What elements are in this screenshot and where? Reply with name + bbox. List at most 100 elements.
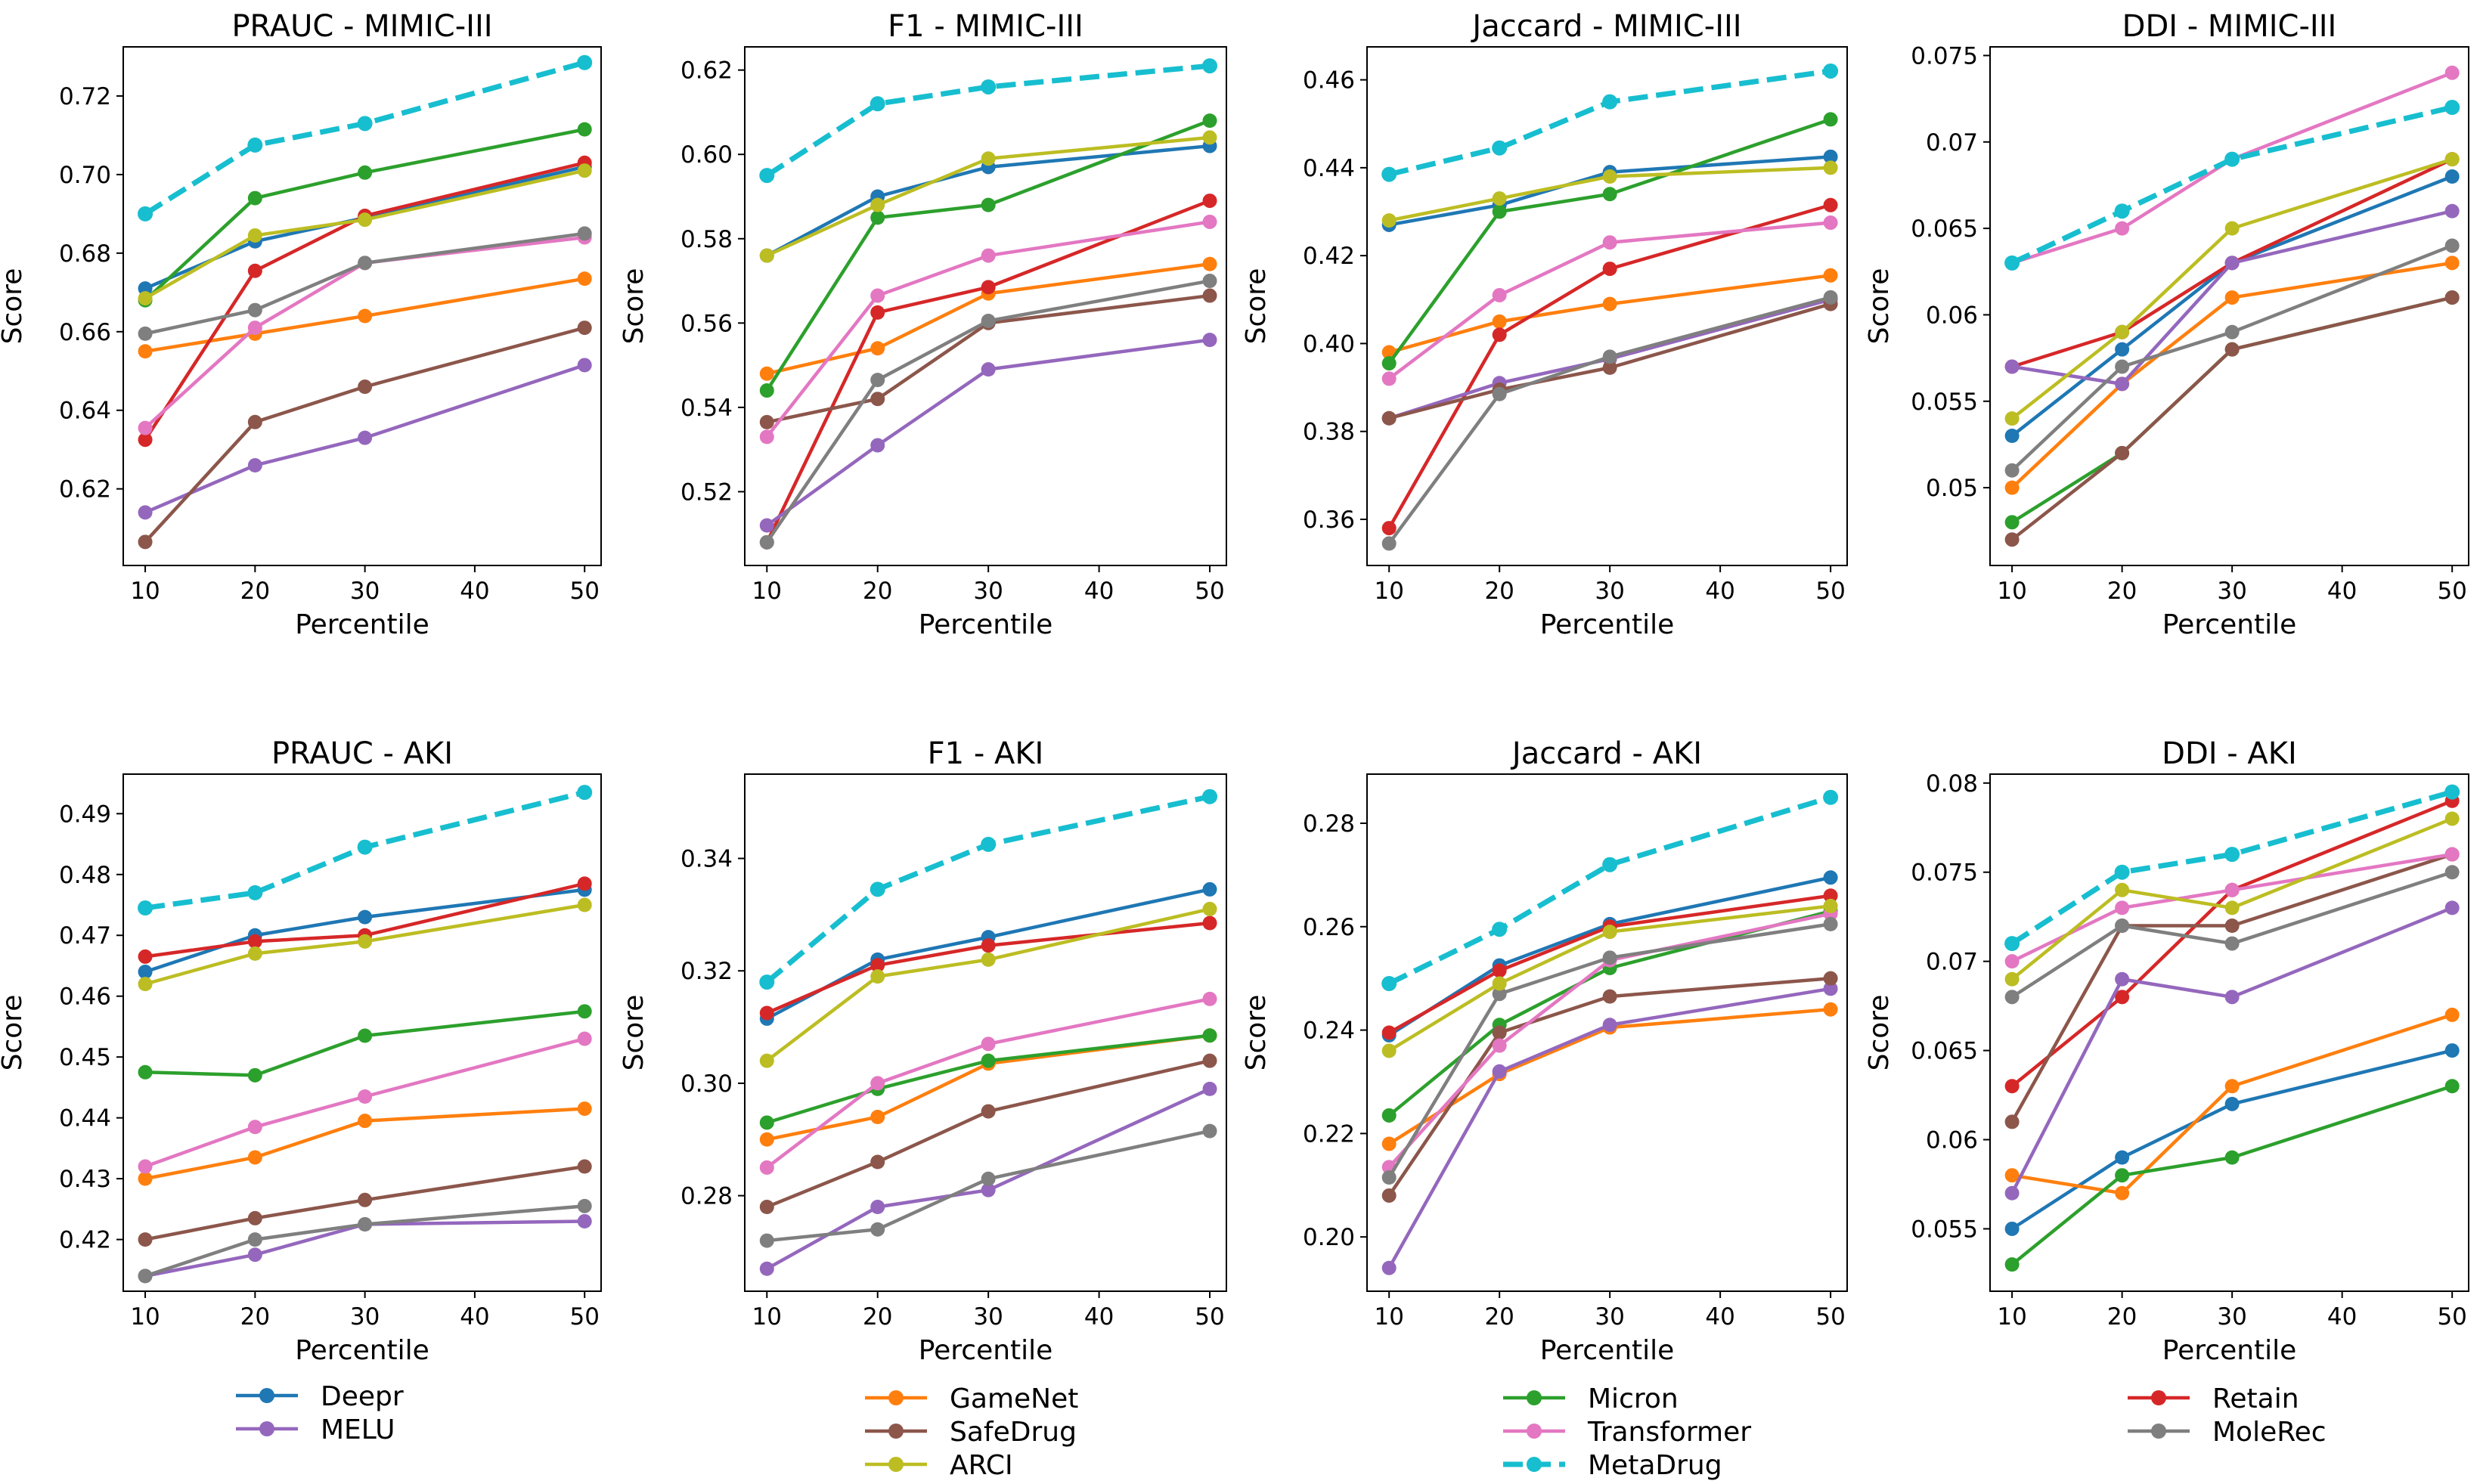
y-tick-label: 0.065 bbox=[1911, 215, 1978, 243]
x-axis-label: Percentile bbox=[2162, 609, 2297, 640]
data-point-transformer bbox=[1492, 1038, 1507, 1053]
series-metadrug bbox=[138, 785, 593, 916]
data-point-molerec bbox=[1823, 916, 1838, 931]
data-point-safedrug bbox=[1492, 1025, 1507, 1040]
series-line-metadrug bbox=[2010, 789, 2454, 946]
data-point-arci bbox=[1381, 1043, 1397, 1058]
legend-marker bbox=[1527, 1457, 1542, 1472]
series-transformer bbox=[759, 214, 1217, 445]
data-point-arci bbox=[577, 163, 592, 178]
data-point-metadrug bbox=[1381, 976, 1397, 992]
data-point-arci bbox=[577, 897, 592, 912]
y-tick-label: 0.47 bbox=[59, 922, 111, 950]
series-line-metadrug bbox=[144, 789, 586, 911]
data-point-safedrug bbox=[358, 380, 373, 395]
data-point-micron bbox=[2444, 1079, 2460, 1094]
series-safedrug bbox=[759, 1053, 1217, 1214]
series-metadrug bbox=[2004, 100, 2460, 271]
plot-area bbox=[759, 58, 1218, 550]
series-line-retain bbox=[2011, 157, 2454, 369]
data-point-micron bbox=[358, 165, 373, 180]
data-point-melu bbox=[981, 362, 996, 377]
y-tick-label: 0.055 bbox=[1911, 389, 1978, 416]
y-tick-label: 0.58 bbox=[680, 226, 733, 253]
data-point-molerec bbox=[1602, 950, 1617, 965]
data-point-molerec bbox=[2115, 918, 2130, 933]
x-tick-label: 10 bbox=[130, 578, 160, 605]
data-point-safedrug bbox=[1381, 1188, 1397, 1203]
data-point-micron bbox=[981, 197, 996, 212]
x-tick-label: 30 bbox=[350, 578, 380, 605]
series-line-transformer bbox=[1387, 912, 1831, 1169]
data-point-melu bbox=[870, 438, 885, 453]
data-point-micron bbox=[577, 122, 592, 137]
legend-marker bbox=[259, 1388, 274, 1403]
series-line-molerec bbox=[765, 279, 1211, 544]
series-retain bbox=[138, 876, 592, 964]
data-point-gamenet bbox=[870, 1110, 885, 1125]
data-point-arci bbox=[981, 952, 996, 967]
data-point-molerec bbox=[1381, 536, 1397, 551]
y-tick-label: 0.06 bbox=[1926, 1127, 1978, 1154]
series-line-metadrug bbox=[1387, 795, 1832, 987]
data-point-micron bbox=[577, 1004, 592, 1019]
x-tick-label: 20 bbox=[240, 578, 270, 605]
series-line-metadrug bbox=[1388, 68, 1831, 177]
data-point-transformer bbox=[759, 1160, 774, 1175]
data-point-safedrug bbox=[247, 1210, 262, 1225]
data-point-safedrug bbox=[1602, 360, 1617, 375]
data-point-deepr bbox=[2224, 1096, 2240, 1111]
data-point-arci bbox=[1492, 191, 1507, 206]
data-point-micron bbox=[358, 1028, 373, 1043]
data-point-deepr bbox=[358, 909, 373, 925]
series-molerec bbox=[1381, 916, 1838, 1185]
data-point-metadrug bbox=[2444, 100, 2460, 116]
data-point-gamenet bbox=[358, 308, 373, 324]
plot-area bbox=[759, 788, 1218, 1276]
series-line-micron bbox=[144, 1009, 585, 1077]
data-point-micron bbox=[1202, 113, 1217, 129]
data-point-retain bbox=[1492, 327, 1507, 342]
x-tick-label: 40 bbox=[460, 578, 489, 605]
chart-panel-ddi-aki: DDI - AKI 10 20 30 40 50 0.055 0.06 0.065 0.07 0.0… bbox=[1864, 736, 2469, 1366]
series-melu bbox=[1381, 981, 1838, 1275]
data-point-arci bbox=[1823, 160, 1838, 175]
legend-label: Retain bbox=[2212, 1383, 2299, 1414]
data-point-transformer bbox=[759, 429, 774, 445]
series-line-gamenet bbox=[2011, 1013, 2453, 1195]
data-point-micron bbox=[1602, 187, 1617, 202]
series-metadrug bbox=[1381, 63, 1839, 182]
x-tick-label: 10 bbox=[752, 578, 782, 605]
series-line-safedrug bbox=[144, 1164, 585, 1241]
data-point-arci bbox=[759, 1053, 774, 1068]
x-tick-label: 50 bbox=[1815, 578, 1845, 605]
data-point-metadrug bbox=[247, 137, 263, 153]
data-point-safedrug bbox=[138, 1232, 153, 1247]
series-micron bbox=[1381, 112, 1838, 371]
data-point-gamenet bbox=[2224, 290, 2240, 305]
data-point-gamenet bbox=[2004, 480, 2020, 495]
legend-item-gamenet: GameNet bbox=[865, 1383, 1078, 1414]
legend-label: MoleRec bbox=[2212, 1417, 2327, 1448]
data-point-deepr bbox=[1823, 870, 1838, 885]
legend-label: Deepr bbox=[321, 1381, 404, 1412]
data-point-transformer bbox=[577, 1031, 592, 1046]
x-tick-label: 50 bbox=[569, 1303, 599, 1331]
series-arci bbox=[759, 130, 1217, 263]
data-point-metadrug bbox=[1492, 140, 1508, 156]
data-point-micron bbox=[247, 1067, 262, 1083]
data-point-micron bbox=[2115, 1168, 2130, 1183]
data-point-metadrug bbox=[1823, 789, 1839, 805]
series-metadrug bbox=[1381, 789, 1839, 992]
series-line-arci bbox=[766, 135, 1211, 258]
series-melu bbox=[759, 333, 1217, 533]
data-point-melu bbox=[2004, 1185, 2020, 1201]
series-line-melu bbox=[144, 1219, 585, 1278]
data-point-retain bbox=[247, 263, 262, 278]
data-point-molerec bbox=[870, 373, 885, 388]
series-line-metadrug bbox=[765, 794, 1211, 984]
series-line-molerec bbox=[2010, 870, 2453, 999]
series-line-safedrug bbox=[2010, 852, 2453, 1123]
